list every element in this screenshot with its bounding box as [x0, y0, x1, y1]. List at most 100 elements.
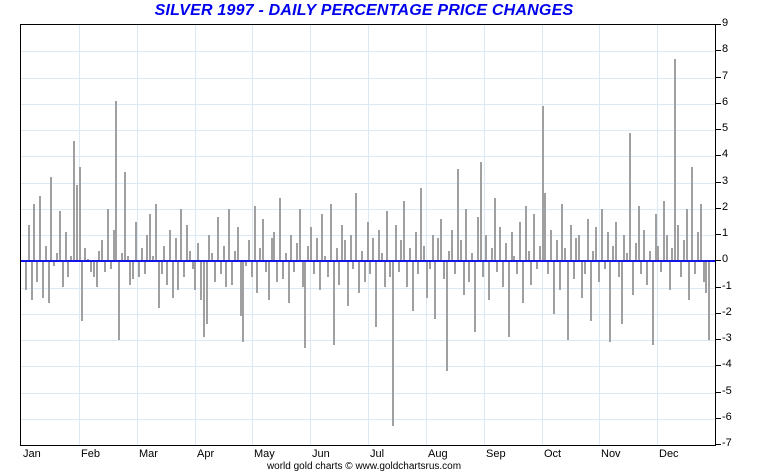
bar: [392, 261, 394, 426]
bar: [578, 235, 580, 261]
bar: [570, 225, 572, 262]
bar: [84, 248, 86, 261]
bar: [575, 238, 577, 262]
bar: [271, 238, 273, 262]
bar: [632, 261, 634, 295]
y-axis-tick: [715, 287, 721, 288]
y-axis-tick: [715, 24, 721, 25]
bar: [448, 251, 450, 262]
y-axis-label: 4: [722, 148, 729, 160]
bar: [245, 261, 247, 266]
bar: [186, 225, 188, 262]
bar: [350, 235, 352, 261]
bar: [386, 211, 388, 261]
bar: [581, 261, 583, 298]
bar: [454, 261, 456, 274]
bar: [604, 261, 606, 269]
bar: [70, 256, 72, 261]
bar: [643, 230, 645, 262]
bar: [615, 222, 617, 261]
bar: [485, 235, 487, 261]
bar: [646, 261, 648, 285]
bar: [663, 201, 665, 261]
bar: [547, 261, 549, 274]
bar: [671, 248, 673, 261]
bar: [621, 261, 623, 324]
bar: [321, 214, 323, 261]
bar: [505, 243, 507, 261]
bar: [304, 261, 306, 348]
gridline-vertical: [657, 25, 658, 445]
bar: [519, 222, 521, 261]
bar: [197, 243, 199, 261]
bar: [98, 251, 100, 262]
bar: [62, 261, 64, 287]
bar: [595, 227, 597, 261]
bar: [564, 248, 566, 261]
y-axis-label: -6: [722, 411, 732, 423]
bar: [496, 261, 498, 272]
bar: [96, 261, 98, 287]
bar: [33, 204, 35, 262]
bar: [355, 193, 357, 261]
bar: [132, 261, 134, 279]
bar: [612, 246, 614, 262]
bar: [319, 261, 321, 290]
bar: [333, 261, 335, 345]
y-axis-tick: [715, 208, 721, 209]
bar: [76, 185, 78, 261]
bar: [155, 204, 157, 262]
x-axis-label: May: [254, 448, 275, 460]
bar: [460, 240, 462, 261]
bar: [561, 204, 563, 262]
gridline-vertical: [484, 25, 485, 445]
bar: [50, 177, 52, 261]
bar: [536, 261, 538, 269]
bar: [223, 246, 225, 262]
bar: [67, 261, 69, 277]
bar: [31, 261, 33, 300]
y-axis-label: 3: [722, 175, 729, 187]
bar: [310, 227, 312, 261]
bar: [513, 256, 515, 261]
plot-inner: [21, 25, 715, 445]
bar: [273, 232, 275, 261]
bar: [660, 261, 662, 272]
bar: [48, 261, 50, 303]
bar: [367, 222, 369, 261]
bar: [389, 261, 391, 277]
bar: [417, 261, 419, 274]
bar: [508, 261, 510, 337]
bar: [65, 232, 67, 261]
bar: [609, 261, 611, 342]
bar: [559, 261, 561, 290]
y-axis-label: -3: [722, 332, 732, 344]
y-axis-label: 1: [722, 227, 729, 239]
bar: [694, 261, 696, 274]
y-axis-tick: [715, 155, 721, 156]
y-axis-tick: [715, 129, 721, 130]
bar: [480, 162, 482, 262]
bar: [550, 230, 552, 262]
bar: [296, 243, 298, 261]
bar: [39, 196, 41, 262]
bar: [443, 261, 445, 279]
bar: [567, 261, 569, 340]
y-axis-tick: [715, 234, 721, 235]
bar: [584, 261, 586, 274]
gridline-vertical: [137, 25, 138, 445]
bar: [254, 206, 256, 261]
bar: [194, 261, 196, 290]
bar: [183, 261, 185, 277]
bar: [81, 261, 83, 321]
bar: [79, 167, 81, 262]
bar: [158, 261, 160, 308]
y-axis-label: 2: [722, 201, 729, 213]
bar: [361, 251, 363, 262]
bar: [573, 261, 575, 279]
bar: [113, 230, 115, 262]
bar: [688, 261, 690, 300]
plot-area: [20, 24, 716, 446]
bar: [214, 261, 216, 282]
bar: [652, 261, 654, 345]
